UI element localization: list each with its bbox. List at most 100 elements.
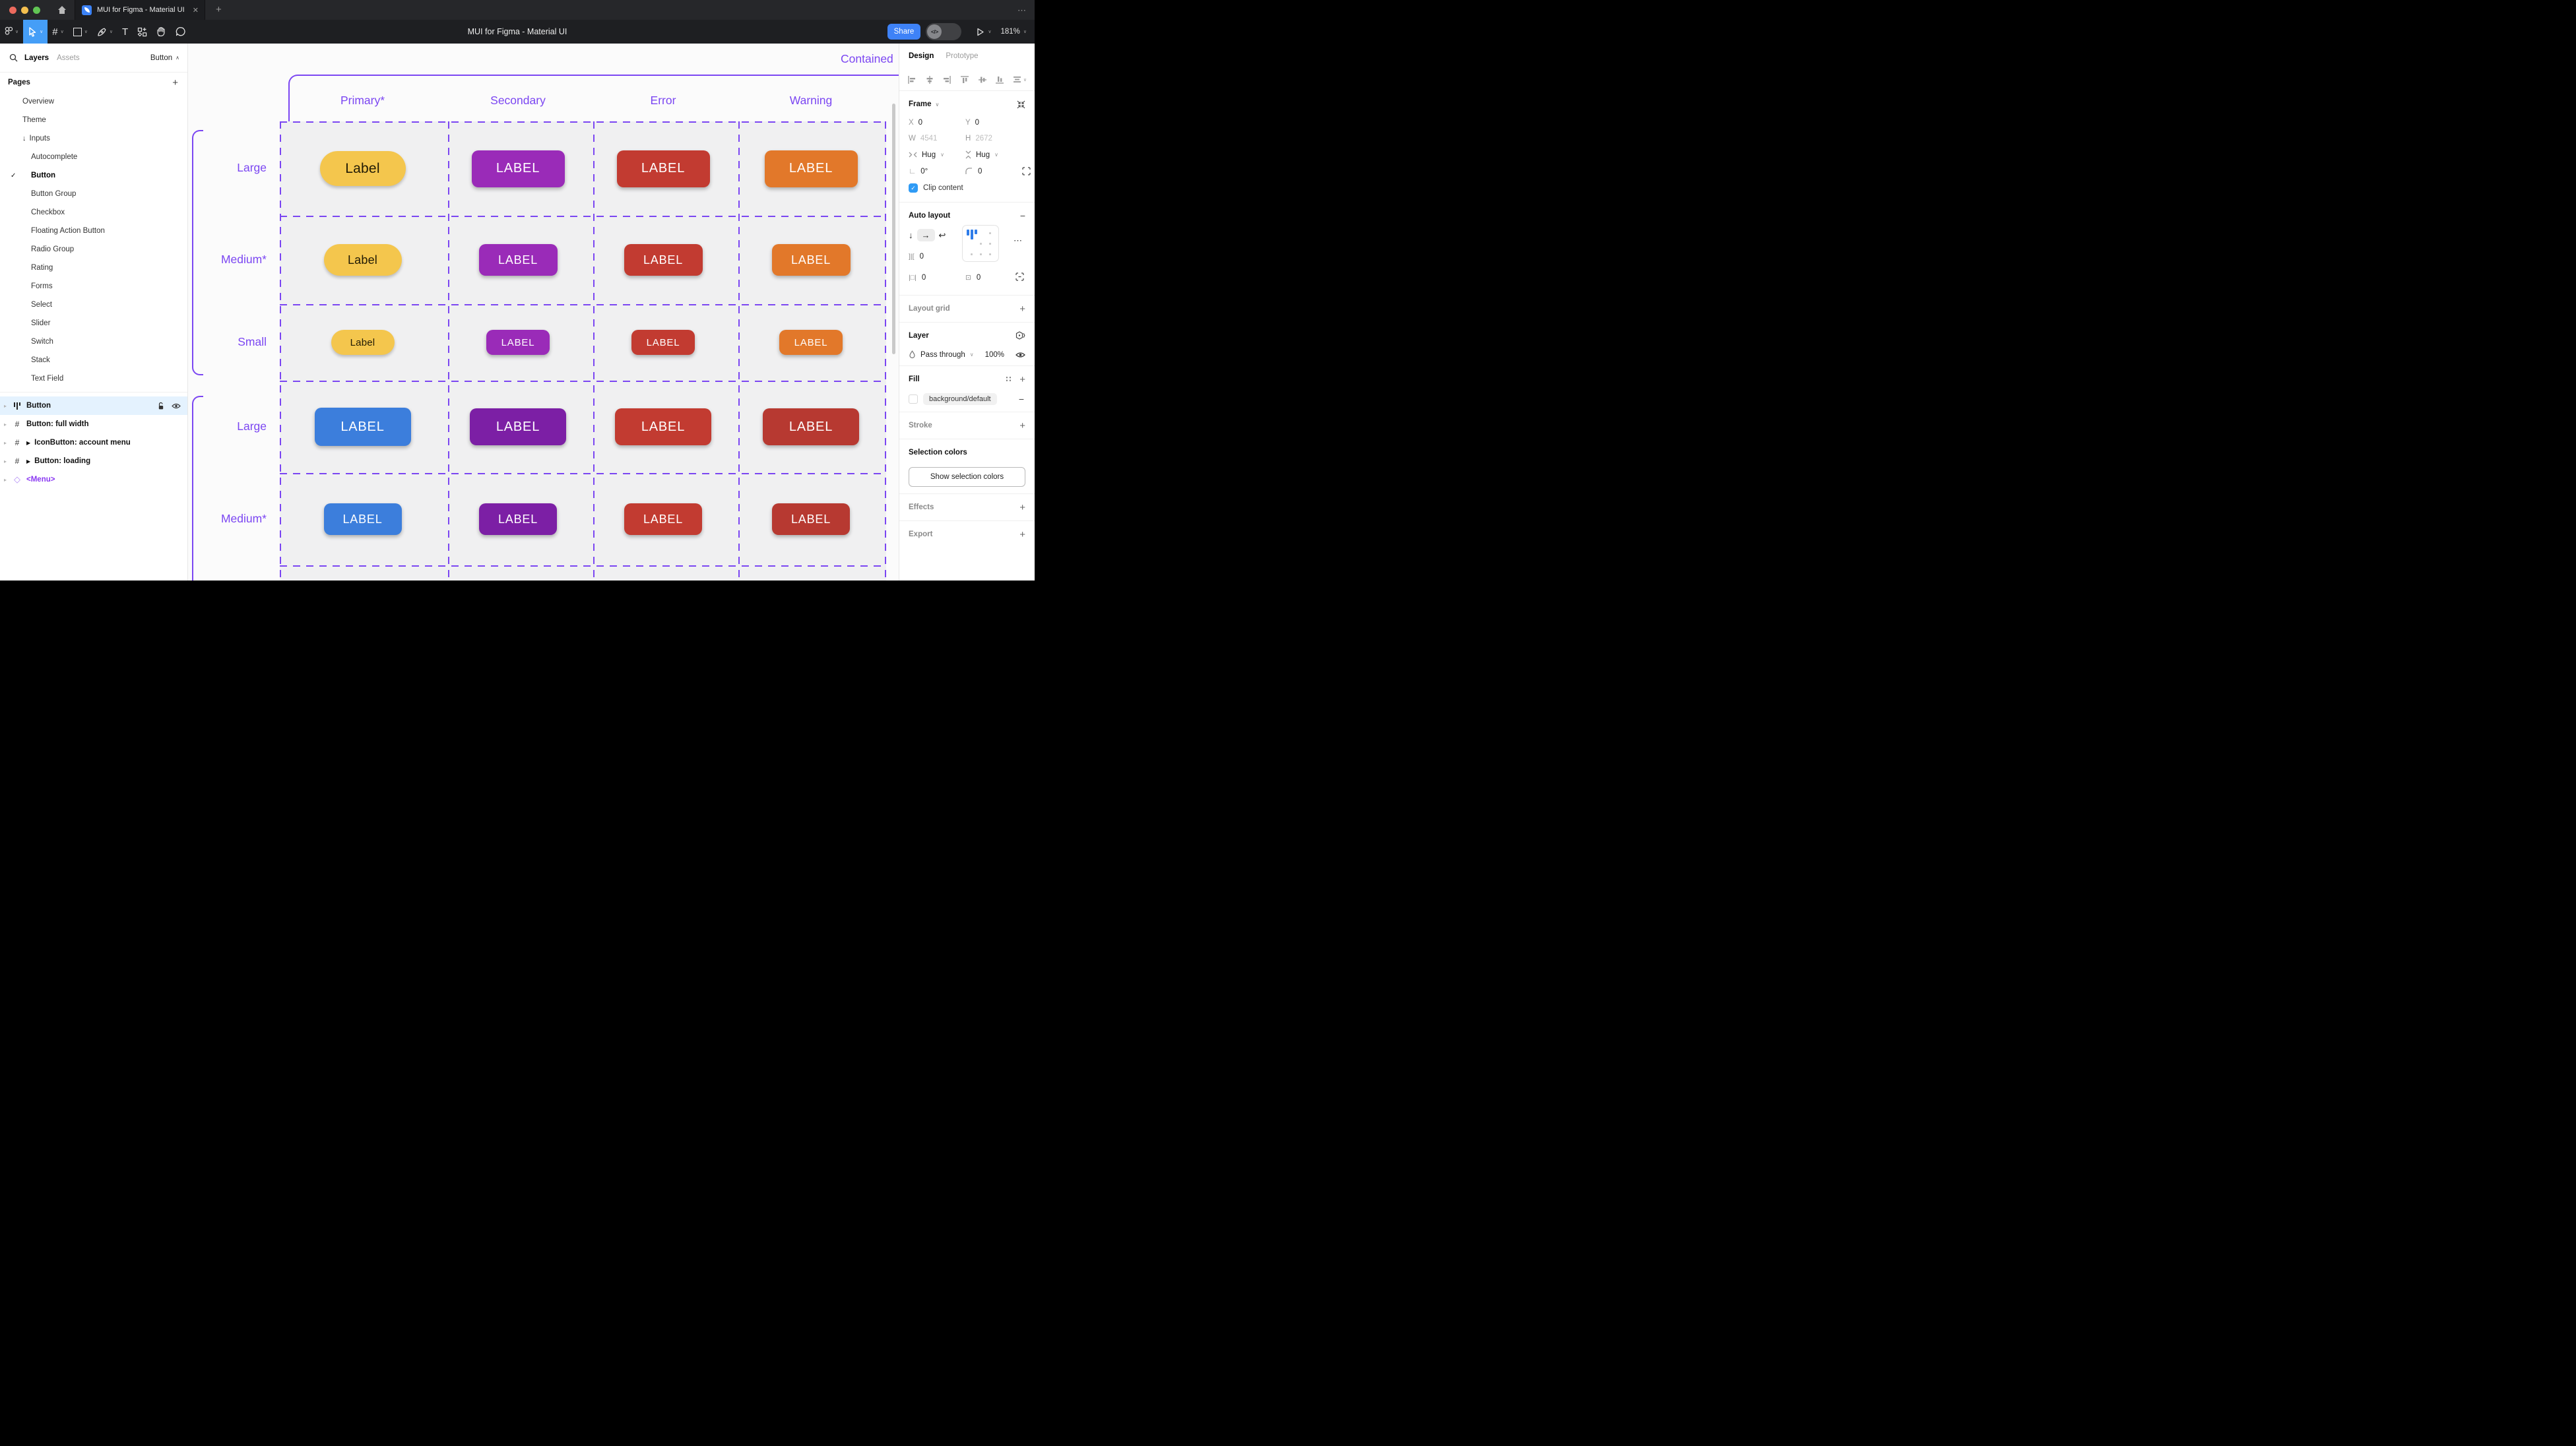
canvas-scrollbar[interactable] xyxy=(892,104,895,354)
horizontal-resizing-dropdown[interactable]: Hug ∨ xyxy=(909,151,965,159)
add-fill-icon[interactable]: + xyxy=(1019,373,1025,385)
sidebar-page-overview[interactable]: Overview xyxy=(22,98,54,106)
width-field[interactable]: W 4541 xyxy=(909,135,938,142)
browser-more-icon[interactable]: ⋯ xyxy=(1017,5,1027,15)
sidebar-page-select[interactable]: Select xyxy=(31,301,52,309)
blend-mode-dropdown[interactable]: Pass through xyxy=(920,350,965,359)
sidebar-page-slider[interactable]: Slider xyxy=(31,319,51,327)
frame-section-title[interactable]: Frame xyxy=(909,100,932,108)
move-tool-button[interactable]: ∨ xyxy=(23,20,48,44)
remove-fill-icon[interactable]: − xyxy=(1018,394,1024,404)
wrap-icon[interactable]: ↩ xyxy=(938,230,946,240)
button-component[interactable]: Label xyxy=(331,330,395,355)
zoom-menu[interactable]: 181% ∨ xyxy=(1000,28,1027,36)
add-layout-grid-icon[interactable]: + xyxy=(1019,303,1025,315)
button-component[interactable]: LABEL xyxy=(478,244,558,276)
tab-layers[interactable]: Layers xyxy=(24,53,49,62)
search-icon[interactable] xyxy=(9,53,18,62)
close-tab-icon[interactable]: ✕ xyxy=(192,6,199,15)
text-tool-button[interactable]: T xyxy=(117,20,133,44)
collapse-icon[interactable] xyxy=(1017,100,1025,109)
sidebar-page-radio-group[interactable]: Radio Group xyxy=(31,245,75,253)
eye-icon[interactable] xyxy=(1015,351,1025,359)
layer-row-button-full-width[interactable]: ▸ # Button: full width xyxy=(4,420,89,429)
button-component[interactable]: LABEL xyxy=(616,150,710,187)
window-minimize-button[interactable] xyxy=(21,6,28,14)
canvas[interactable]: Contained Primary* Secondary Error Warni… xyxy=(188,44,899,581)
styles-icon[interactable]: ∷ xyxy=(1006,375,1012,384)
shape-tool-button[interactable]: ∨ xyxy=(69,20,92,44)
browser-tab[interactable]: MUI for Figma - Material UI ✕ xyxy=(75,0,205,20)
new-tab-button[interactable]: + xyxy=(216,4,222,15)
button-component[interactable]: LABEL xyxy=(323,503,402,535)
align-left-icon[interactable] xyxy=(907,75,917,84)
tab-prototype[interactable]: Prototype xyxy=(946,52,979,60)
add-effect-icon[interactable]: + xyxy=(1019,501,1025,513)
sidebar-page-rating[interactable]: Rating xyxy=(31,264,53,272)
corner-radius-field[interactable]: 0 xyxy=(965,168,1022,175)
button-component[interactable]: LABEL xyxy=(779,330,843,355)
sidebar-page-checkbox[interactable]: Checkbox xyxy=(31,208,65,216)
fill-token-chip[interactable]: background/default xyxy=(923,393,997,405)
add-export-icon[interactable]: + xyxy=(1019,528,1025,540)
rotation-field[interactable]: ∟ 0° xyxy=(909,167,928,175)
hand-tool-button[interactable] xyxy=(152,20,171,44)
height-field[interactable]: H 2672 xyxy=(965,135,992,142)
button-component[interactable]: Label xyxy=(323,244,402,276)
sidebar-page-button-group[interactable]: Button Group xyxy=(31,190,77,198)
dev-mode-toggle[interactable]: </> xyxy=(926,23,962,40)
eye-icon[interactable] xyxy=(172,402,181,410)
add-stroke-icon[interactable]: + xyxy=(1019,420,1025,431)
sidebar-page-text-field[interactable]: Text Field xyxy=(31,375,64,383)
layer-row-button[interactable]: ▸ Button xyxy=(0,396,187,415)
sidebar-page-button[interactable]: ✓ Button xyxy=(11,172,56,179)
layer-row-menu-instance[interactable]: ▸ ◇ <Menu> xyxy=(4,474,55,484)
button-component[interactable]: LABEL xyxy=(486,330,550,355)
direction-horizontal-icon[interactable]: → xyxy=(917,229,935,241)
layer-row-iconbutton-account-menu[interactable]: ▸ # ▶ IconButton: account menu xyxy=(4,438,131,447)
button-component[interactable]: LABEL xyxy=(763,408,859,445)
resources-tool-button[interactable] xyxy=(133,20,152,44)
pen-tool-button[interactable]: ∨ xyxy=(92,20,117,44)
opacity-field[interactable]: 100% xyxy=(984,350,1004,359)
button-component[interactable]: LABEL xyxy=(771,244,851,276)
button-component[interactable]: LABEL xyxy=(470,408,566,445)
sidebar-page-autocomplete[interactable]: Autocomplete xyxy=(31,153,78,161)
frame-tool-button[interactable]: # ∨ xyxy=(52,26,64,38)
window-close-button[interactable] xyxy=(9,6,16,14)
button-component[interactable]: LABEL xyxy=(631,330,695,355)
align-bottom-icon[interactable] xyxy=(995,75,1004,84)
blend-mode-icon[interactable] xyxy=(1015,331,1025,340)
button-component[interactable]: LABEL xyxy=(314,408,411,446)
align-vertical-center-icon[interactable] xyxy=(978,75,987,84)
sidebar-page-inputs[interactable]: ↓ Inputs xyxy=(22,135,50,142)
remove-auto-layout-icon[interactable]: − xyxy=(1019,210,1025,221)
independent-corners-icon[interactable] xyxy=(1022,167,1031,175)
tab-assets[interactable]: Assets xyxy=(57,53,80,62)
share-button[interactable]: Share xyxy=(887,24,921,40)
direction-vertical-icon[interactable]: ↓ xyxy=(909,230,913,240)
comment-tool-button[interactable] xyxy=(171,20,191,44)
vertical-padding-field[interactable]: ⊡ 0 xyxy=(965,274,981,282)
button-component[interactable]: LABEL xyxy=(624,244,703,276)
alignment-box[interactable] xyxy=(962,225,999,262)
sidebar-page-switch[interactable]: Switch xyxy=(31,338,53,346)
button-component[interactable]: LABEL xyxy=(764,150,858,187)
tab-design[interactable]: Design xyxy=(909,52,934,60)
button-component[interactable]: LABEL xyxy=(624,503,702,535)
vertical-resizing-dropdown[interactable]: Hug ∨ xyxy=(965,150,1022,159)
align-right-icon[interactable] xyxy=(942,75,951,84)
frame-title-label[interactable]: Contained xyxy=(841,52,893,65)
sidebar-page-theme[interactable]: Theme xyxy=(22,116,46,124)
page-selector[interactable]: Button ∧ xyxy=(150,53,179,62)
chevron-right-icon[interactable]: ▸ xyxy=(4,402,7,409)
fill-color-swatch[interactable] xyxy=(909,394,918,404)
clip-content-row[interactable]: ✓ Clip content xyxy=(909,183,1025,193)
align-horizontal-center-icon[interactable] xyxy=(925,75,934,84)
button-component[interactable]: LABEL xyxy=(479,503,557,535)
button-component[interactable]: Label xyxy=(319,151,406,186)
button-component[interactable]: LABEL xyxy=(471,150,565,187)
window-zoom-button[interactable] xyxy=(33,6,40,14)
distribute-menu[interactable]: ∨ xyxy=(1013,75,1027,84)
